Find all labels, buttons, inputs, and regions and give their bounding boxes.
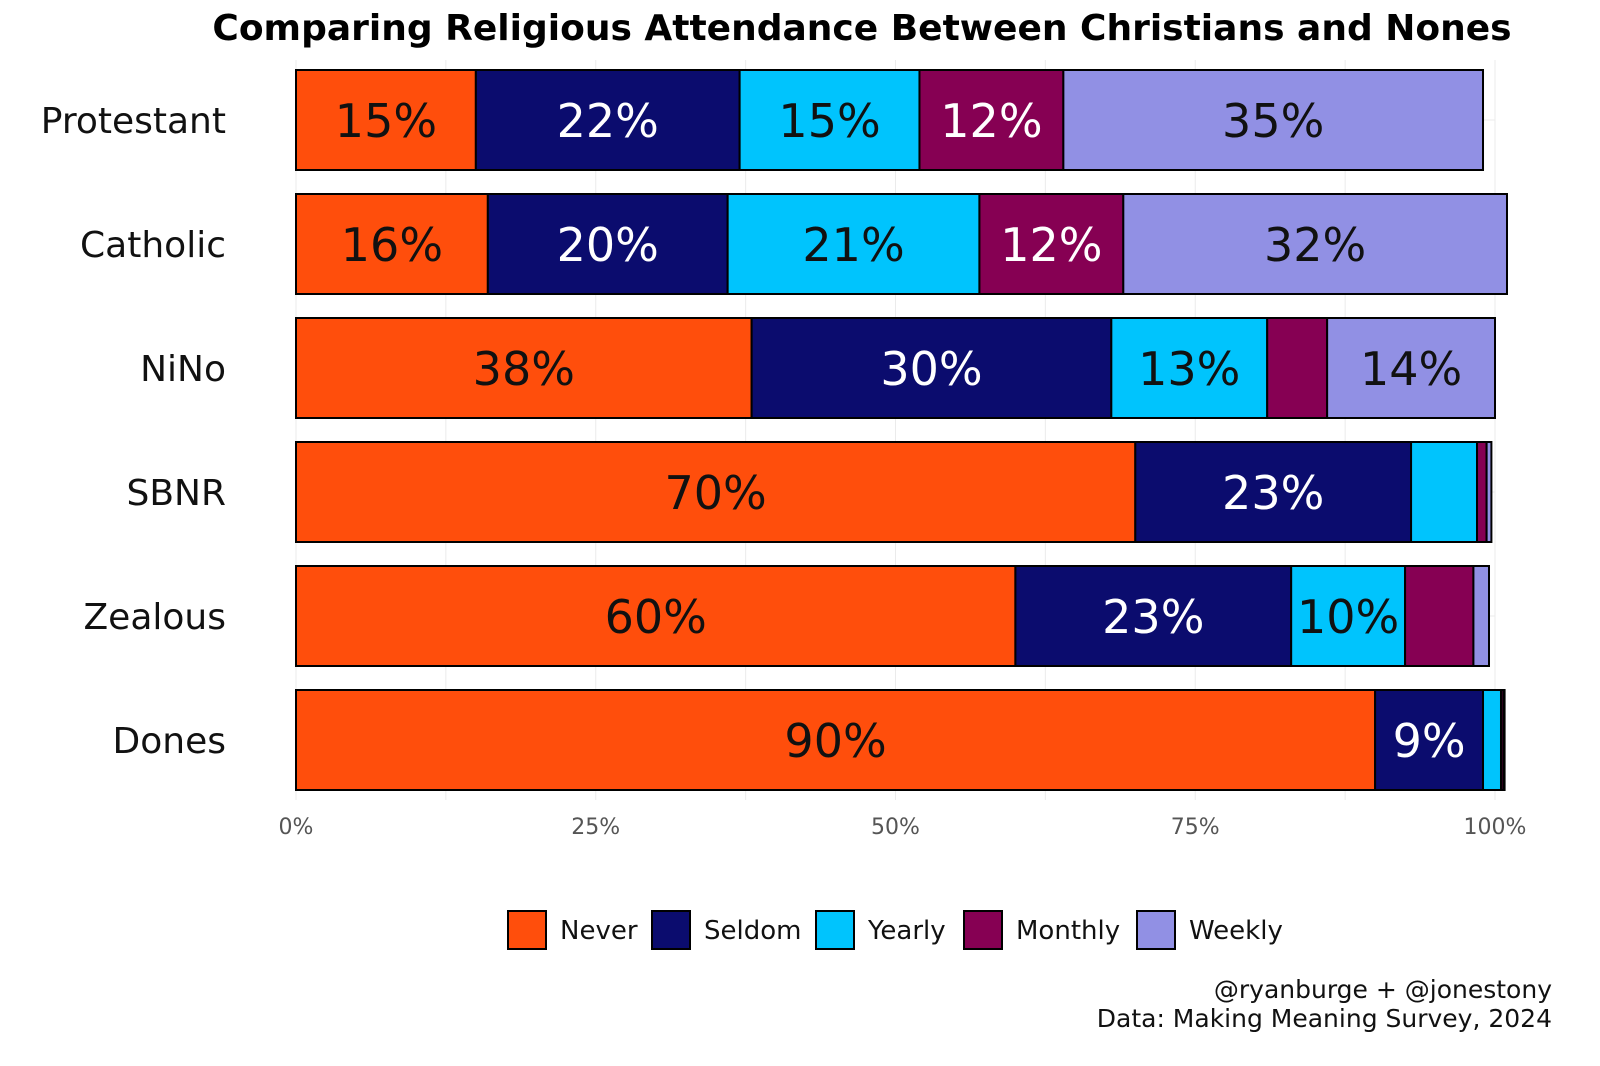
data-label-nino-never: 38% [473,342,575,396]
data-label-protestant-never: 15% [335,94,437,148]
caption-source: Data: Making Meaning Survey, 2024 [1097,1004,1552,1033]
bar-zealous-monthly [1404,565,1475,667]
data-label-protestant-weekly: 35% [1222,94,1324,148]
legend-label-yearly: Yearly [867,916,946,946]
bar-nino-never [295,317,753,419]
bar-nino-weekly [1326,317,1497,419]
x-tick-label: 75% [1171,815,1220,840]
bar-catholic-never [295,193,489,295]
bar-nino-monthly [1266,317,1329,419]
x-tick-label: 0% [279,815,314,840]
bar-dones-weekly [1502,689,1506,791]
segment-labels: 15% 22% 15% 12% 35% 16% 20% 21% 12% 32% 38% 30% 13% 1… [335,94,1466,768]
bar-dones-never [295,689,1377,791]
bar-nino-seldom [750,317,1113,419]
category-label-dones: Dones [113,721,226,762]
data-label-zealous-never: 60% [605,590,707,644]
data-label-nino-seldom: 30% [880,342,982,396]
bar-protestant-never [295,69,477,171]
bar-zealous-yearly [1290,565,1407,667]
bars [295,69,1508,791]
chart-title: Comparing Religious Attendance Between C… [212,8,1511,49]
data-label-protestant-monthly: 12% [940,94,1042,148]
category-label-zealous: Zealous [84,597,226,638]
legend-swatch-never [507,910,547,950]
bar-sbnr-weekly [1485,441,1493,543]
legend-swatch-seldom [651,910,691,950]
legend-label-monthly: Monthly [1016,916,1120,946]
bar-nino-yearly [1110,317,1269,419]
bar-zealous-weekly [1472,565,1491,667]
category-label-nino: NiNo [140,349,226,390]
category-label-protestant: Protestant [41,101,226,142]
data-label-catholic-weekly: 32% [1264,218,1366,272]
legend-label-weekly: Weekly [1189,916,1283,946]
data-label-catholic-never: 16% [341,218,443,272]
caption-authors: @ryanburge + @jonestony [1214,975,1552,1004]
bar-sbnr-monthly [1476,441,1488,543]
category-label-sbnr: SBNR [127,473,227,514]
bar-catholic-yearly [726,193,981,295]
bar-dones-seldom [1374,689,1485,791]
legend-label-never: Never [560,916,638,946]
legend-swatch-monthly [963,910,1003,950]
data-label-catholic-monthly: 12% [1000,218,1102,272]
bar-sbnr-never [295,441,1137,543]
legend-swatch-weekly [1136,910,1176,950]
data-label-zealous-yearly: 10% [1297,590,1399,644]
data-label-nino-weekly: 14% [1360,342,1462,396]
data-label-dones-seldom: 9% [1393,714,1466,768]
x-tick-label: 100% [1464,815,1527,840]
data-label-catholic-yearly: 21% [802,218,904,272]
data-label-protestant-seldom: 22% [557,94,659,148]
bar-zealous-never [295,565,1017,667]
bar-sbnr-yearly [1410,441,1479,543]
data-label-catholic-seldom: 20% [557,218,659,272]
x-axis-ticks: 0% 25% 50% 75% 100% [279,815,1527,840]
bar-dones-yearly [1482,689,1502,791]
x-tick-label: 50% [871,815,920,840]
legend: Never Seldom Yearly Monthly Weekly [507,910,1283,950]
category-label-catholic: Catholic [80,225,226,266]
data-label-nino-yearly: 13% [1138,342,1240,396]
data-label-dones-never: 90% [784,714,886,768]
bar-protestant-weekly [1062,69,1485,171]
legend-swatch-yearly [815,910,855,950]
data-label-protestant-yearly: 15% [778,94,880,148]
x-tick-label: 25% [571,815,620,840]
legend-label-seldom: Seldom [704,916,801,946]
data-label-sbnr-never: 70% [665,466,767,520]
bar-catholic-monthly [978,193,1125,295]
bar-protestant-monthly [918,69,1065,171]
bar-catholic-seldom [486,193,729,295]
bar-protestant-yearly [738,69,921,171]
data-label-zealous-seldom: 23% [1102,590,1204,644]
category-labels: Protestant Catholic NiNo SBNR Zealous Dones [41,101,226,762]
bar-zealous-seldom [1014,565,1293,667]
bar-catholic-weekly [1122,193,1508,295]
data-label-sbnr-seldom: 23% [1222,466,1324,520]
